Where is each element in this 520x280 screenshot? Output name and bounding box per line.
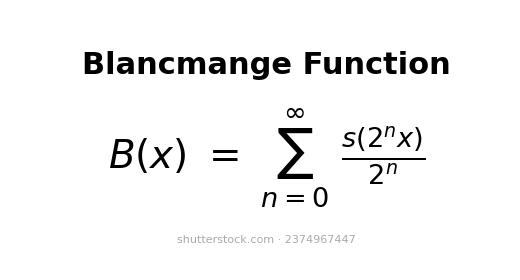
Text: $B(x)\ =\ \sum_{n=0}^{\infty}\ \frac{s(2^{n}x)}{2^{n}}$: $B(x)\ =\ \sum_{n=0}^{\infty}\ \frac{s(2… [108,107,425,210]
Text: Blancmange Function: Blancmange Function [82,51,451,80]
Text: shutterstock.com · 2374967447: shutterstock.com · 2374967447 [177,235,356,245]
